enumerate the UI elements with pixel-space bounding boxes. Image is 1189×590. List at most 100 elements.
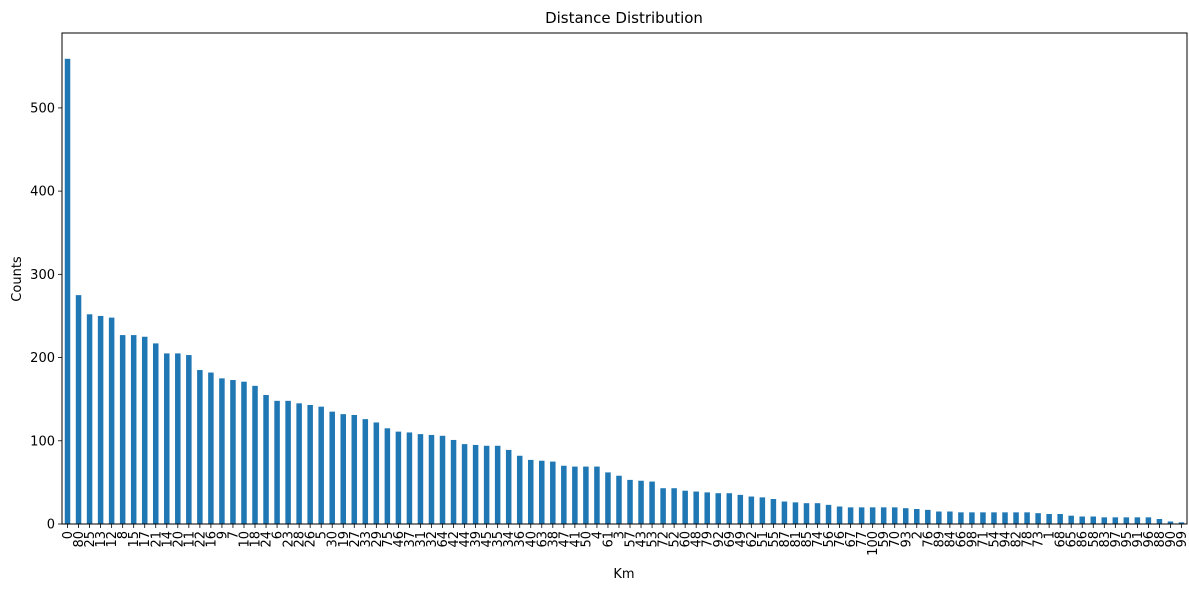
x-tick-label: 54 bbox=[987, 531, 1002, 548]
x-tick-label: 73 bbox=[1032, 531, 1047, 548]
bar-43 bbox=[539, 460, 545, 524]
x-tick-label: 91 bbox=[1131, 531, 1146, 548]
x-tick-label: 16 bbox=[204, 531, 219, 548]
bar-23 bbox=[318, 406, 324, 524]
bar-37 bbox=[472, 444, 479, 524]
bar-83 bbox=[980, 512, 986, 524]
bar-25 bbox=[340, 414, 346, 524]
bar-34 bbox=[439, 435, 446, 524]
x-tick-label: 95 bbox=[1120, 531, 1135, 548]
x-tick-label: 76 bbox=[921, 531, 936, 548]
x-axis: 0802513128151721142011221697101824623282… bbox=[61, 524, 1189, 556]
bar-81 bbox=[958, 512, 964, 524]
x-tick-label: 92 bbox=[712, 531, 727, 548]
bar-74 bbox=[880, 507, 887, 524]
bar-9 bbox=[164, 353, 170, 524]
bar-82 bbox=[969, 512, 975, 524]
bar-77 bbox=[914, 509, 920, 524]
x-tick-label: 76 bbox=[833, 531, 848, 548]
bar-7 bbox=[141, 336, 148, 524]
x-tick-label: 98 bbox=[965, 531, 980, 548]
x-tick-label: 38 bbox=[546, 531, 561, 548]
bar-52 bbox=[638, 480, 644, 524]
x-tick-label: 88 bbox=[1153, 531, 1168, 548]
bar-41 bbox=[516, 455, 523, 524]
x-tick-label: 5 bbox=[315, 531, 330, 539]
bar-46 bbox=[572, 466, 578, 524]
x-tick-label: 2 bbox=[910, 531, 925, 539]
x-tick-label: 85 bbox=[800, 531, 815, 548]
bar-19 bbox=[274, 400, 280, 524]
bar-18 bbox=[263, 395, 269, 524]
y-axis-title: Counts bbox=[10, 256, 25, 302]
bar-72 bbox=[858, 507, 865, 524]
bar-75 bbox=[891, 507, 898, 524]
bar-68 bbox=[814, 503, 821, 524]
x-tick-label: 60 bbox=[679, 531, 694, 548]
bar-65 bbox=[781, 501, 788, 524]
bar-12 bbox=[197, 370, 203, 524]
x-tick-label: 6 bbox=[271, 531, 286, 539]
bar-45 bbox=[561, 465, 567, 524]
bar-27 bbox=[362, 419, 369, 524]
bar-96 bbox=[1123, 517, 1130, 524]
bar-32 bbox=[417, 434, 424, 524]
x-tick-label: 9 bbox=[215, 531, 230, 539]
x-tick-label: 56 bbox=[822, 531, 837, 548]
bar-67 bbox=[803, 503, 810, 524]
bar-11 bbox=[186, 355, 192, 524]
bar-59 bbox=[715, 493, 721, 524]
x-tick-label: 19 bbox=[337, 531, 352, 548]
x-tick-label: 30 bbox=[326, 531, 341, 548]
x-tick-label: 27 bbox=[348, 531, 363, 548]
bar-69 bbox=[825, 504, 832, 524]
bar-51 bbox=[627, 479, 633, 524]
x-tick-label: 8 bbox=[116, 531, 131, 539]
bar-10 bbox=[175, 353, 181, 524]
y-tick-label: 500 bbox=[30, 101, 55, 116]
bar-29 bbox=[384, 428, 391, 524]
bar-44 bbox=[550, 461, 556, 524]
x-tick-label: 97 bbox=[1109, 531, 1124, 548]
x-tick-label: 82 bbox=[1010, 531, 1025, 548]
y-tick-label: 400 bbox=[30, 185, 55, 200]
x-tick-label: 75 bbox=[381, 531, 396, 548]
bar-73 bbox=[869, 507, 876, 524]
x-tick-label: 41 bbox=[568, 531, 583, 548]
x-tick-label: 39 bbox=[469, 531, 484, 548]
x-tick-label: 7 bbox=[226, 531, 241, 539]
x-tick-label: 57 bbox=[624, 531, 639, 548]
bar-60 bbox=[726, 493, 733, 524]
x-tick-label: 96 bbox=[1142, 531, 1157, 548]
bar-6 bbox=[130, 335, 137, 524]
x-tick-label: 69 bbox=[723, 531, 738, 548]
x-tick-label: 99 bbox=[1175, 531, 1189, 548]
bar-86 bbox=[1013, 512, 1019, 524]
x-tick-label: 90 bbox=[1164, 531, 1179, 548]
y-tick-label: 200 bbox=[30, 351, 55, 366]
x-tick-label: 17 bbox=[138, 531, 153, 548]
bar-99 bbox=[1156, 519, 1163, 524]
bar-20 bbox=[285, 400, 291, 524]
bar-92 bbox=[1079, 516, 1085, 524]
bar-87 bbox=[1024, 512, 1030, 524]
bar-88 bbox=[1035, 513, 1041, 524]
x-tick-label: 15 bbox=[127, 531, 142, 548]
x-tick-label: 94 bbox=[999, 531, 1014, 548]
x-tick-label: 66 bbox=[954, 531, 969, 548]
x-tick-label: 49 bbox=[734, 531, 749, 548]
bar-93 bbox=[1090, 516, 1096, 524]
bar-42 bbox=[527, 459, 534, 524]
bar-100 bbox=[1167, 521, 1174, 524]
bar-26 bbox=[351, 414, 358, 524]
x-tick-label: 45 bbox=[480, 531, 495, 548]
bar-13 bbox=[208, 372, 214, 524]
x-tick-label: 70 bbox=[888, 531, 903, 548]
x-tick-label: 24 bbox=[260, 531, 275, 548]
bar-101 bbox=[1178, 522, 1185, 524]
x-tick-label: 35 bbox=[491, 531, 506, 548]
bar-8 bbox=[152, 343, 159, 524]
x-tick-label: 71 bbox=[976, 531, 991, 548]
y-axis: 0 100 200 300 400 500 bbox=[30, 101, 62, 533]
x-tick-label: 12 bbox=[105, 531, 120, 548]
